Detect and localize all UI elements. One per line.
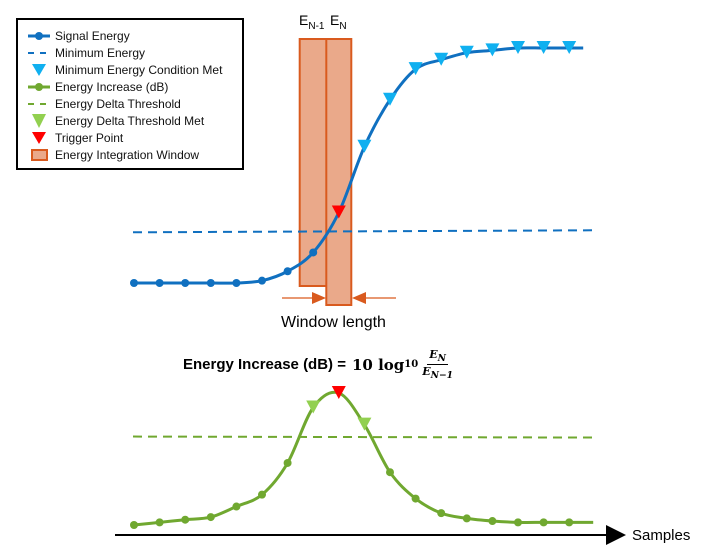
energy-increase-point bbox=[462, 514, 471, 523]
legend-label: Energy Delta Threshold Met bbox=[55, 113, 205, 128]
blue-dashed-line-icon bbox=[28, 51, 50, 54]
legend-item: Energy Integration Window bbox=[28, 146, 199, 163]
legend-label: Energy Integration Window bbox=[55, 147, 200, 162]
energy-increase-formula: Energy Increase (dB) = 10 log 10 EN EN−1 bbox=[183, 348, 453, 381]
signal-energy-point bbox=[130, 279, 138, 287]
legend-item: Signal Energy bbox=[28, 27, 130, 44]
min-energy-met-marker bbox=[357, 139, 372, 153]
legend-item: Minimum Energy Condition Met bbox=[28, 61, 222, 78]
energy-increase-point bbox=[130, 521, 138, 529]
signal-energy-point bbox=[181, 279, 190, 287]
energy-increase-point bbox=[386, 468, 394, 477]
energy-increase-point bbox=[232, 502, 241, 511]
formula-coef: 10 log bbox=[351, 355, 405, 374]
trigger-point-marker bbox=[331, 386, 346, 399]
legend-item: Minimum Energy bbox=[28, 44, 145, 61]
legend-item: Trigger Point bbox=[28, 129, 123, 146]
energy-integration-window bbox=[298, 38, 353, 306]
min-energy-met-marker bbox=[408, 62, 423, 76]
min-energy-threshold-line bbox=[132, 229, 594, 234]
min-energy-met-marker bbox=[434, 52, 449, 66]
energy-increase-point bbox=[283, 458, 292, 467]
green-line-dot-icon bbox=[28, 82, 50, 91]
formula-num: E bbox=[429, 348, 438, 361]
min-energy-met-marker bbox=[485, 43, 500, 57]
min-energy-met-marker bbox=[383, 92, 397, 106]
energy-increase-curve bbox=[133, 390, 594, 527]
legend-item: Energy Delta Threshold bbox=[28, 95, 181, 112]
energy-increase-point bbox=[437, 509, 446, 518]
formula-base: 10 bbox=[404, 359, 419, 371]
delta-threshold-met-marker bbox=[306, 400, 321, 414]
energy-increase-point bbox=[155, 518, 164, 527]
formula-den: E bbox=[422, 365, 431, 379]
legend-label: Trigger Point bbox=[55, 130, 124, 145]
energy-increase-point bbox=[181, 515, 190, 524]
e-prev-label: EN-1 bbox=[299, 12, 325, 32]
signal-energy-point bbox=[258, 276, 266, 285]
window-e-prev bbox=[298, 38, 328, 287]
orange-box-icon bbox=[31, 148, 48, 161]
cyan-triangle-icon bbox=[32, 63, 46, 76]
light-green-triangle-icon bbox=[32, 113, 46, 128]
red-triangle-icon bbox=[32, 131, 46, 144]
energy-increase-point bbox=[488, 517, 497, 526]
trigger-point-marker bbox=[331, 205, 346, 219]
e-curr-label: EN bbox=[330, 12, 347, 32]
energy-increase-point bbox=[565, 518, 574, 527]
energy-increase-point bbox=[514, 518, 522, 527]
blue-line-dot-icon bbox=[28, 31, 50, 40]
signal-energy-point bbox=[232, 279, 241, 287]
energy-increase-point bbox=[206, 513, 215, 522]
legend-label: Energy Increase (dB) bbox=[55, 79, 169, 94]
window-length-arrows bbox=[282, 292, 396, 304]
min-energy-met-marker bbox=[562, 41, 577, 54]
min-energy-met-marker bbox=[511, 41, 525, 54]
legend-label: Minimum Energy bbox=[55, 45, 146, 60]
min-energy-met-marker bbox=[536, 41, 551, 54]
energy-increase-point bbox=[411, 494, 420, 503]
signal-energy-point bbox=[309, 248, 318, 257]
min-energy-met-marker bbox=[459, 45, 474, 59]
energy-delta-threshold-line bbox=[132, 435, 594, 439]
signal-energy-point bbox=[155, 279, 164, 287]
formula-left: Energy Increase (dB) = bbox=[183, 356, 346, 374]
x-axis-label: Samples bbox=[632, 527, 691, 544]
energy-increase-point bbox=[539, 518, 548, 527]
legend-item: Energy Increase (dB) bbox=[28, 78, 168, 95]
energy-increase-point bbox=[258, 490, 266, 499]
legend-label: Energy Delta Threshold bbox=[55, 96, 181, 111]
formula-num-sub: N bbox=[437, 353, 446, 365]
window-e-curr bbox=[325, 38, 353, 306]
legend-item: Energy Delta Threshold Met bbox=[28, 112, 204, 129]
signal-energy-point bbox=[206, 279, 215, 287]
legend-label: Signal Energy bbox=[55, 28, 130, 43]
legend-label: Minimum Energy Condition Met bbox=[55, 62, 223, 77]
formula-den-sub: N−1 bbox=[430, 370, 454, 382]
green-dashed-line-icon bbox=[28, 102, 50, 105]
legend: Signal Energy Minimum Energy Minimum Energ… bbox=[16, 18, 244, 170]
delta-threshold-met-marker bbox=[357, 417, 372, 431]
window-length-label: Window length bbox=[281, 314, 386, 331]
signal-energy-point bbox=[283, 267, 292, 276]
